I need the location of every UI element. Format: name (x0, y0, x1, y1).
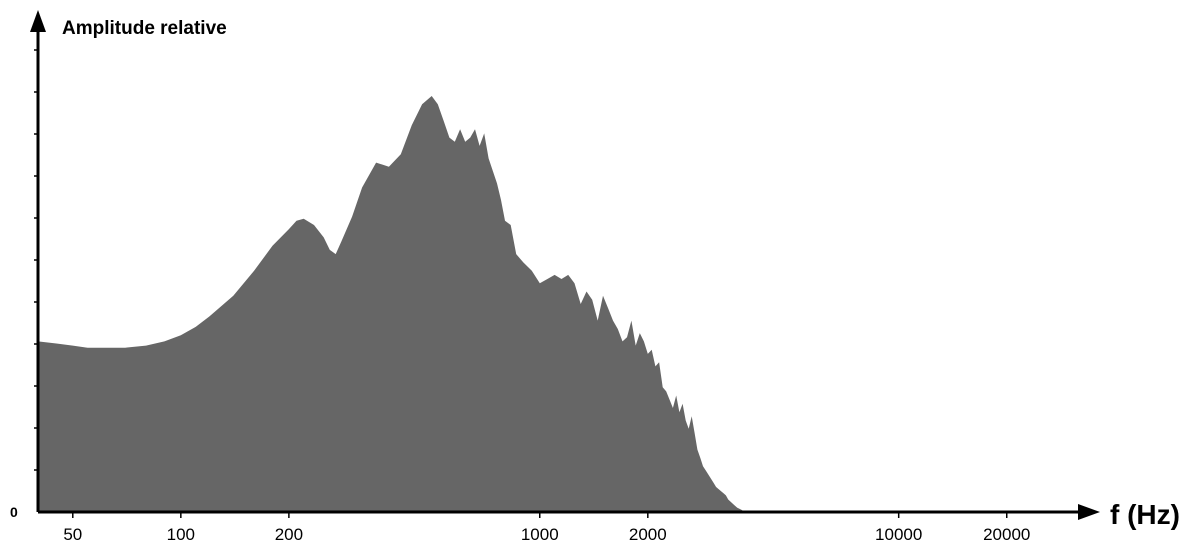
x-axis-arrow-icon (1078, 504, 1100, 520)
x-tick-label: 2000 (629, 525, 667, 544)
x-axis-ticks: 50 100 200 1000 2000 10000 20000 (63, 512, 1030, 544)
y-axis-label: Amplitude relative (62, 18, 227, 39)
x-tick-label: 50 (63, 525, 82, 544)
x-tick-label: 1000 (521, 525, 559, 544)
x-tick-label: 100 (167, 525, 195, 544)
x-tick-label: 10000 (875, 525, 922, 544)
x-axis-label: f (Hz) (1110, 499, 1180, 530)
y-origin-label: 0 (10, 504, 18, 520)
spectrum-area (38, 96, 756, 512)
x-tick-label: 20000 (983, 525, 1030, 544)
spectrum-area-layer (38, 96, 756, 512)
y-axis-arrow-icon (30, 10, 46, 32)
x-tick-label: 200 (275, 525, 303, 544)
